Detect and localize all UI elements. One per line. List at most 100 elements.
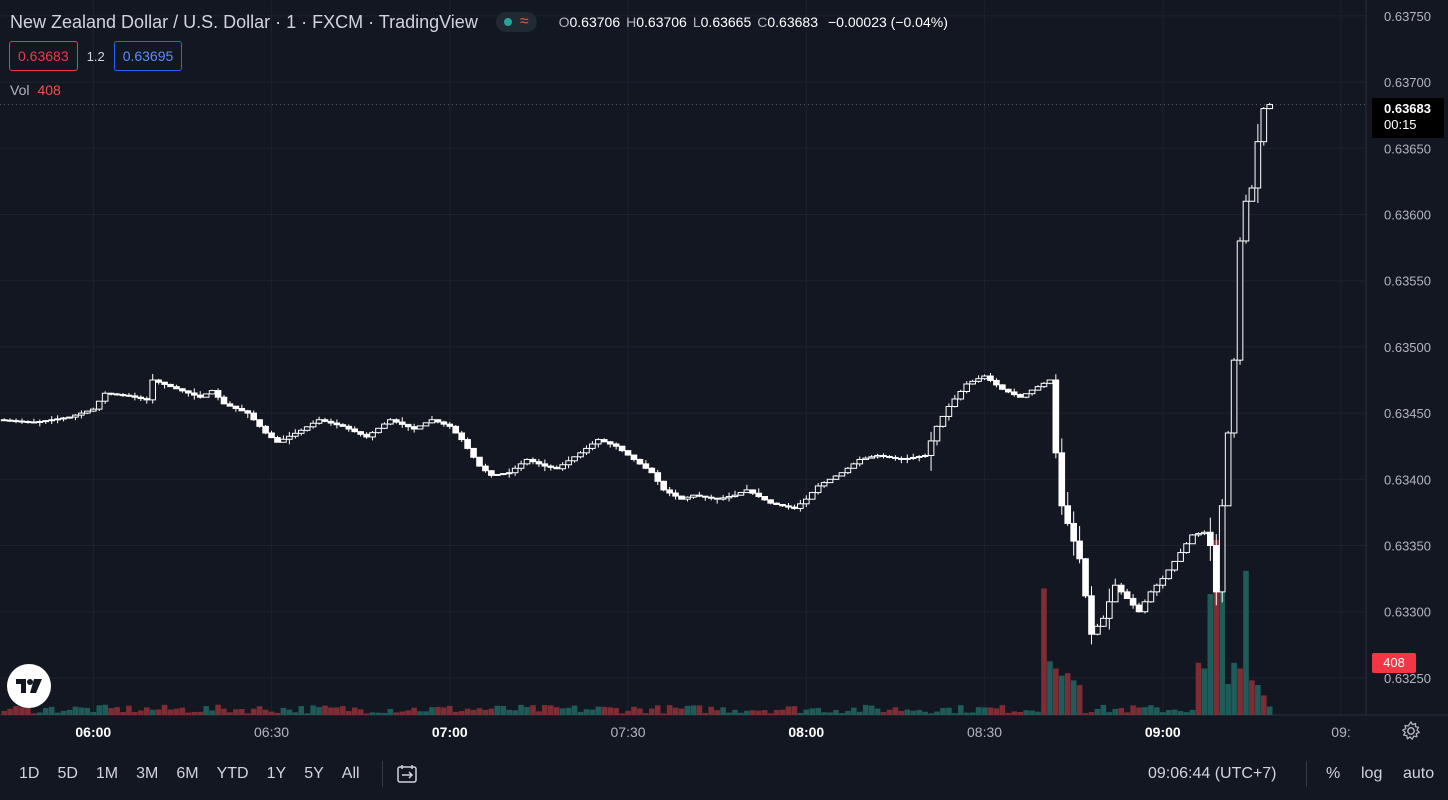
candle-body: [589, 443, 596, 449]
candle-body: [993, 379, 1000, 386]
timezone-clock[interactable]: 09:06:44 (UTC+7): [1148, 765, 1277, 782]
volume-bar: [708, 706, 715, 715]
volume-bar: [494, 705, 501, 715]
candle-body: [850, 463, 858, 469]
range-1y-button[interactable]: 1Y: [266, 765, 287, 782]
price-tick-label: 0.63650: [1384, 141, 1431, 156]
candle-body: [244, 410, 252, 414]
candle-body: [155, 379, 162, 383]
open-value: 0.63706: [569, 14, 621, 30]
volume-bar: [1177, 711, 1184, 715]
volume-bar: [1100, 704, 1107, 715]
volume-bar: [310, 705, 316, 715]
volume-bar: [1171, 709, 1178, 715]
volume-bar: [696, 705, 703, 715]
volume-bar: [417, 711, 423, 715]
volume-bar: [132, 712, 138, 715]
volume-bar: [500, 705, 507, 715]
candle-body: [440, 421, 448, 425]
toolbar-divider: [381, 761, 383, 787]
volume-bar: [750, 710, 756, 715]
volume-bar: [559, 708, 566, 715]
range-5y-button[interactable]: 5Y: [304, 765, 324, 782]
chart-grid: [0, 0, 1366, 715]
candle-body: [0, 419, 8, 422]
volume-bar: [37, 712, 43, 715]
volume-bar: [761, 710, 768, 715]
range-1d-button[interactable]: 1D: [19, 765, 40, 782]
volume-bar: [215, 704, 221, 715]
volume-bar: [607, 707, 614, 715]
candle-body: [214, 390, 222, 398]
tradingview-logo-icon[interactable]: [7, 664, 51, 708]
candle-body: [1207, 531, 1214, 547]
candle-body: [179, 388, 186, 392]
buy-button[interactable]: 0.63695: [113, 41, 183, 71]
candle-body: [987, 375, 994, 381]
log-scale-toggle[interactable]: log: [1361, 765, 1383, 782]
candle-body: [190, 392, 198, 396]
auto-scale-toggle[interactable]: auto: [1403, 765, 1435, 782]
market-status[interactable]: ≈: [495, 12, 537, 32]
wave-icon: ≈: [519, 13, 529, 30]
volume-bar: [720, 707, 726, 715]
volume-bar: [797, 712, 804, 715]
candle-body: [125, 394, 133, 397]
candle-body: [791, 506, 798, 509]
candle-body: [173, 386, 180, 390]
gear-icon[interactable]: [1400, 720, 1422, 742]
candle-body: [535, 461, 543, 465]
time-axis[interactable]: 06:00 06:30 07:00 07:30 08:00 08:30 09:00 09:: [75, 724, 1350, 740]
volume-bar: [470, 709, 477, 715]
candle-body: [1046, 379, 1054, 384]
volume-bar: [595, 706, 602, 715]
range-1m-button[interactable]: 1M: [95, 765, 119, 782]
candle-body: [226, 403, 234, 407]
range-5d-button[interactable]: 5D: [57, 765, 78, 782]
symbol-title[interactable]: New Zealand Dollar / U.S. Dollar · 1 · F…: [10, 11, 478, 32]
range-6m-button[interactable]: 6M: [176, 765, 199, 782]
volume-bar: [1053, 668, 1059, 715]
price-axis[interactable]: 0.63750 0.63700 0.63650 0.63600 0.63550 0.635…: [1384, 9, 1431, 686]
candle-body: [785, 505, 792, 508]
compare-range-icon[interactable]: [395, 762, 419, 786]
candle-body: [737, 492, 745, 496]
sell-button[interactable]: 0.63683: [9, 41, 78, 71]
volume-bar: [1219, 560, 1226, 715]
low-value: 0.63665: [700, 14, 752, 30]
candle-body: [1117, 584, 1125, 593]
volume-bar: [304, 713, 310, 715]
candle-body: [1212, 545, 1220, 593]
candle-body: [725, 496, 733, 499]
candle-body: [101, 392, 109, 402]
range-3m-button[interactable]: 3M: [136, 765, 159, 782]
volume-bar: [1076, 685, 1083, 715]
volume-bar: [619, 713, 625, 715]
volume-bar: [96, 705, 103, 715]
volume-bar: [999, 705, 1006, 715]
volume-legend[interactable]: Vol 408: [10, 82, 61, 98]
volume-tag: 408: [1372, 653, 1416, 673]
range-all-button[interactable]: All: [341, 765, 360, 782]
volume-bar: [1183, 712, 1190, 715]
candle-body: [701, 495, 709, 498]
volume-bar: [369, 712, 376, 715]
volume-bar: [940, 707, 946, 715]
candle-body: [868, 456, 875, 459]
percent-scale-toggle[interactable]: %: [1326, 765, 1341, 782]
volume-bar: [827, 712, 833, 715]
volume-bar: [1070, 680, 1077, 715]
volume-bar: [1136, 707, 1142, 715]
candle-body: [529, 458, 537, 463]
range-ytd-button[interactable]: YTD: [216, 765, 249, 782]
volume-bar: [702, 712, 709, 715]
volume-bar: [565, 707, 572, 715]
volume-bar: [209, 710, 215, 715]
candle-body: [951, 398, 959, 407]
volume-bar: [102, 704, 108, 715]
candle-body: [963, 383, 971, 392]
candle-body: [143, 398, 151, 401]
candle-body: [30, 421, 38, 424]
candle-body: [333, 422, 341, 426]
